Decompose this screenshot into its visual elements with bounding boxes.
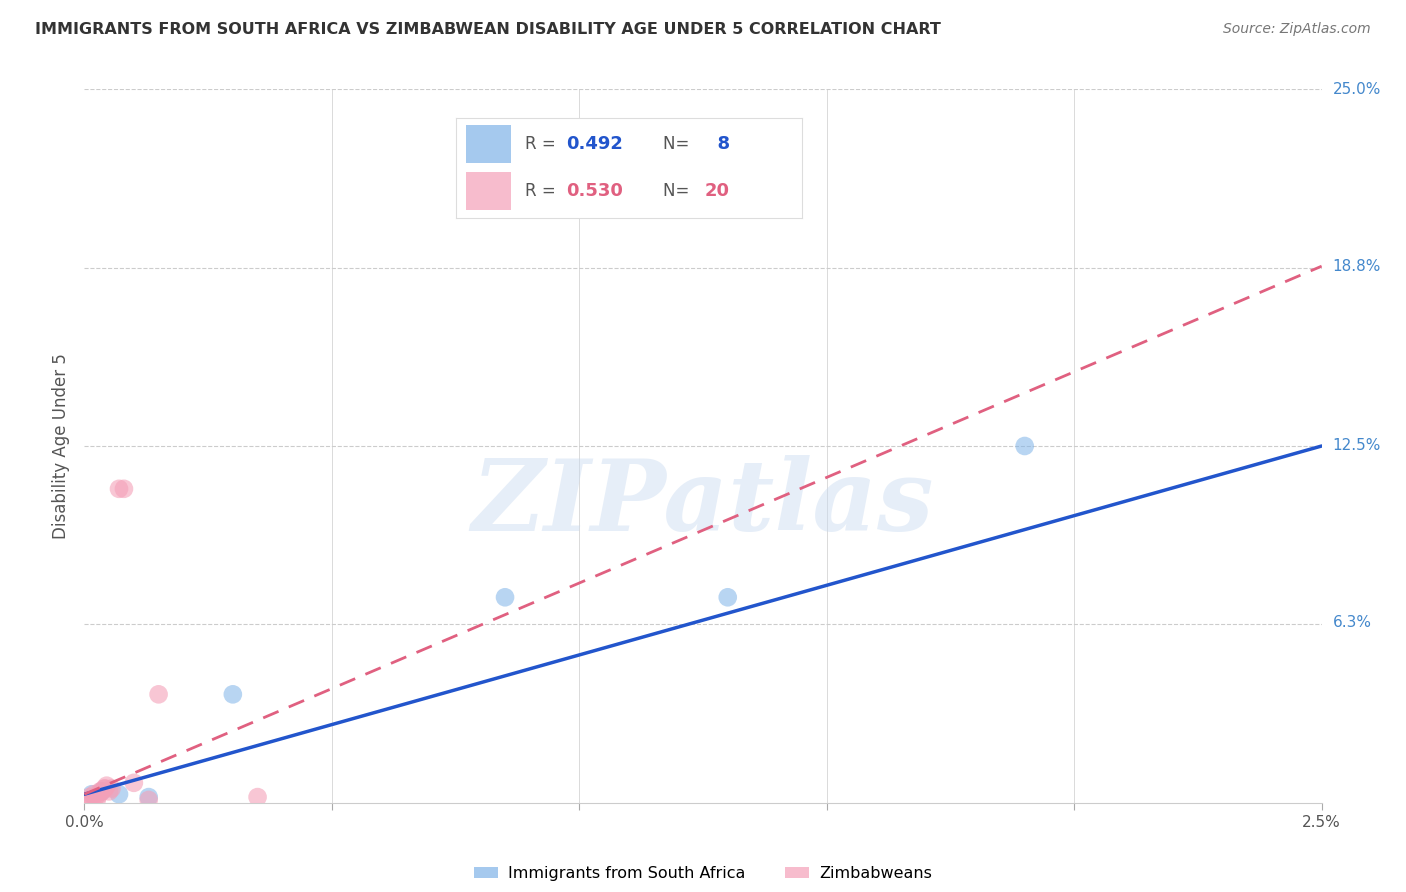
Point (138, 790, 160, 805)
Point (86, 793, 108, 807)
Text: 12.5%: 12.5% (1333, 439, 1381, 453)
Text: N=: N= (664, 135, 695, 153)
Point (94, 781, 117, 796)
Point (80, 793, 103, 807)
Point (222, 687, 245, 701)
Text: 18.8%: 18.8% (1333, 259, 1381, 274)
Text: 0.530: 0.530 (567, 182, 623, 200)
Point (76, 793, 98, 807)
Text: R =: R = (524, 182, 561, 200)
FancyBboxPatch shape (465, 125, 510, 162)
Point (90, 784, 112, 798)
Text: 20: 20 (704, 182, 730, 200)
Point (112, 482, 135, 496)
Point (96, 779, 118, 793)
Point (89, 784, 111, 798)
Point (246, 790, 269, 805)
Point (148, 687, 170, 701)
Point (80, 787, 103, 801)
Point (108, 787, 131, 801)
Point (122, 776, 145, 790)
Point (79, 790, 101, 805)
Point (138, 793, 160, 807)
Y-axis label: Disability Age Under 5: Disability Age Under 5 (52, 353, 70, 539)
FancyBboxPatch shape (465, 171, 510, 210)
Text: 0.492: 0.492 (567, 135, 623, 153)
Text: 25.0%: 25.0% (1333, 82, 1381, 96)
Point (494, 591, 516, 605)
Point (89, 787, 111, 801)
Text: IMMIGRANTS FROM SOUTH AFRICA VS ZIMBABWEAN DISABILITY AGE UNDER 5 CORRELATION CH: IMMIGRANTS FROM SOUTH AFRICA VS ZIMBABWE… (35, 22, 941, 37)
Point (100, 781, 122, 796)
Point (93, 781, 115, 796)
Legend: Immigrants from South Africa, Zimbabweans: Immigrants from South Africa, Zimbabwean… (468, 860, 938, 888)
Point (98, 784, 121, 798)
Text: 8: 8 (704, 135, 730, 153)
Point (717, 591, 740, 605)
Point (83, 787, 105, 801)
Point (108, 482, 131, 496)
Text: R =: R = (524, 135, 561, 153)
Point (90, 784, 112, 798)
Text: N=: N= (664, 182, 695, 200)
Point (1014, 439, 1036, 453)
Text: ZIPatlas: ZIPatlas (472, 455, 934, 551)
Point (84, 790, 107, 805)
Text: Source: ZipAtlas.com: Source: ZipAtlas.com (1223, 22, 1371, 37)
Text: 6.3%: 6.3% (1333, 615, 1372, 631)
